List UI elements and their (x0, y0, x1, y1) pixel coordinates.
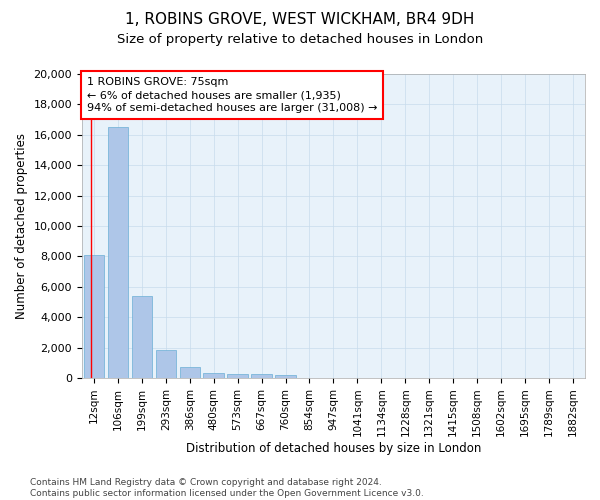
Bar (155, 350, 176, 378)
Bar (275, 375, 296, 378)
Text: Contains HM Land Registry data © Crown copyright and database right 2024.
Contai: Contains HM Land Registry data © Crown c… (30, 478, 424, 498)
X-axis label: Distribution of detached houses by size in London: Distribution of detached houses by size … (186, 442, 481, 455)
Bar (131, 296, 152, 378)
Text: Size of property relative to detached houses in London: Size of property relative to detached ho… (117, 32, 483, 46)
Bar (227, 374, 248, 378)
Bar (179, 366, 200, 378)
Bar (83, 255, 104, 378)
Bar (107, 127, 128, 378)
Text: 1 ROBINS GROVE: 75sqm
← 6% of detached houses are smaller (1,935)
94% of semi-de: 1 ROBINS GROVE: 75sqm ← 6% of detached h… (87, 77, 377, 114)
Y-axis label: Number of detached properties: Number of detached properties (15, 133, 28, 319)
Bar (203, 372, 224, 378)
Bar (251, 374, 272, 378)
Text: 1, ROBINS GROVE, WEST WICKHAM, BR4 9DH: 1, ROBINS GROVE, WEST WICKHAM, BR4 9DH (125, 12, 475, 28)
